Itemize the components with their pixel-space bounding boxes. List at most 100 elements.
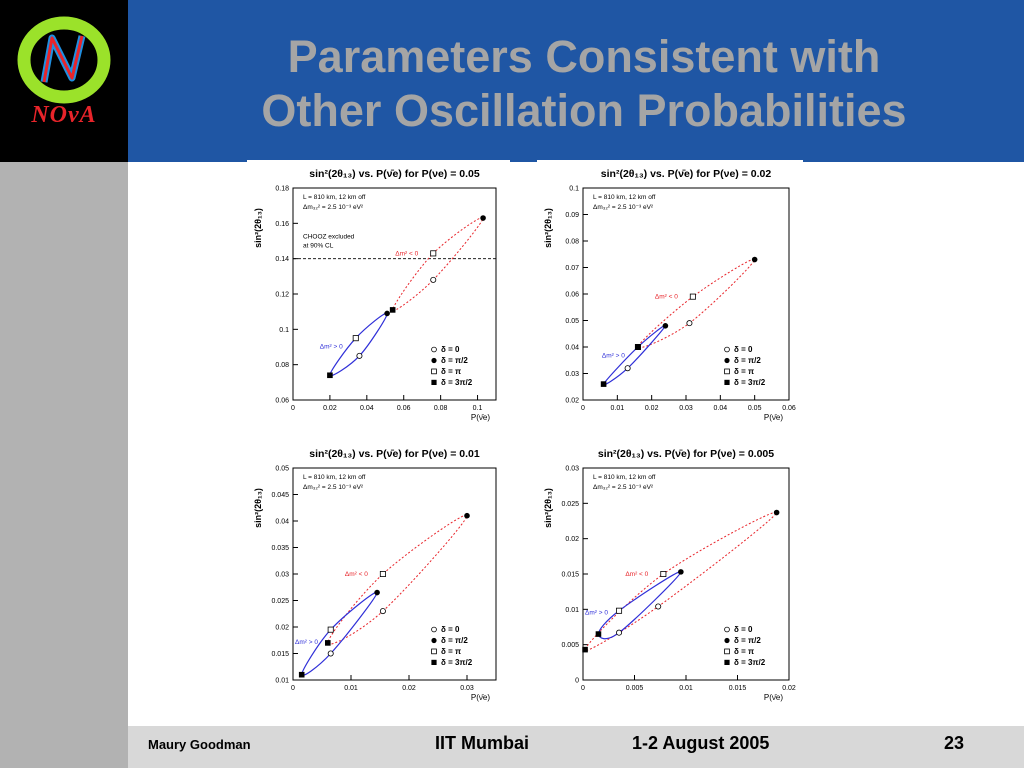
y-tick-label: 0.005 [561, 642, 579, 649]
inverted-hierarchy-label: Δm² < 0 [345, 571, 368, 578]
chart-0.05: sin²(2θ₁₃) vs. P(ν̄e) for P(νe) = 0.050 0… [253, 168, 497, 422]
inverted-point-delta-pi [430, 250, 437, 257]
x-axis-label: P(ν̄e) [764, 413, 783, 422]
inverted-hierarchy-label: Δm² < 0 [395, 250, 418, 257]
info-baseline: L = 810 km, 12 km off [303, 194, 366, 201]
y-axis-label: sin²(2θ₁₃) [543, 208, 553, 248]
inverted-point-delta-3pi-2 [325, 640, 331, 646]
x-tick-label: 0.03 [679, 405, 693, 412]
y-tick-label: 0.09 [565, 212, 579, 219]
y-tick-label: 0.025 [271, 598, 289, 605]
info-baseline: L = 810 km, 12 km off [593, 194, 656, 201]
y-tick-label: 0.015 [271, 651, 289, 658]
y-tick-label: 0.02 [565, 536, 579, 543]
y-axis-label: sin²(2θ₁₃) [253, 208, 263, 248]
info-mass-splitting: Δm₃₂² = 2.5 10⁻³ eV² [593, 484, 654, 491]
x-tick-label: 0.02 [645, 405, 659, 412]
normal-point-delta-pi [352, 335, 359, 342]
y-tick-label: 0.06 [565, 292, 579, 299]
plot-frame [582, 187, 790, 401]
legend-label: δ = π [734, 367, 754, 376]
inverted-point-delta-pi [379, 570, 386, 577]
legend-label: δ = π/2 [734, 356, 761, 365]
inverted-hierarchy-label: Δm² < 0 [625, 571, 648, 578]
normal-point-delta-pi-2 [678, 569, 684, 575]
legend-label: δ = 3π/2 [441, 378, 473, 387]
legend-label: δ = 0 [441, 345, 460, 354]
x-tick-label: 0 [581, 405, 585, 412]
normal-point-delta-pi [616, 607, 623, 614]
legend-label: δ = π/2 [734, 636, 761, 645]
svg-text:NOvA: NOvA [30, 102, 96, 128]
x-tick-label: 0.015 [729, 685, 747, 692]
y-tick-label: 0.04 [565, 345, 579, 352]
normal-point-delta-3pi-2 [595, 631, 602, 637]
normal-hierarchy-label: Δm² > 0 [585, 609, 608, 616]
y-axis-label: sin²(2θ₁₃) [253, 488, 263, 528]
normal-point-delta-pi-2 [662, 323, 669, 329]
y-tick-label: 0.035 [271, 545, 289, 552]
x-tick-label: 0 [291, 405, 295, 412]
inverted-hierarchy-label: Δm² < 0 [655, 294, 678, 301]
y-tick-label: 0.14 [275, 256, 289, 263]
legend-label: δ = 0 [734, 625, 753, 634]
inverted-point-delta-pi [689, 293, 696, 300]
normal-hierarchy-ellipse [597, 571, 682, 640]
left-sidebar [0, 162, 128, 768]
nova-logo: NOvA [0, 0, 128, 162]
inverted-point-delta-pi-2 [480, 215, 486, 221]
nova-logo-icon: NOvA [17, 16, 111, 128]
slide-title-line1: Parameters Consistent with [287, 31, 881, 82]
y-tick-label: 0.08 [565, 239, 579, 246]
legend-marker-delta-0 [724, 626, 730, 633]
legend-marker-delta-pi-2 [431, 637, 437, 644]
inverted-hierarchy-ellipse [637, 258, 756, 349]
chart-0.005: sin²(2θ₁₃) vs. P(ν̄e) for P(νe) = 0.005 0… [543, 448, 796, 702]
normal-point-delta-pi [327, 626, 334, 633]
inverted-point-delta-pi-2 [464, 512, 470, 519]
chart-panel-0.01: sin²(2θ₁₃) vs. P(ν̄e) for P(νe) = 0.01 0 0… [247, 440, 510, 702]
normal-point-delta-pi-2 [384, 310, 390, 317]
x-axis-label: P(ν̄e) [471, 413, 490, 422]
chart-title: sin²(2θ₁₃) vs. P(ν̄e) for P(νe) = 0.05 [309, 168, 480, 180]
y-tick-label: 0.03 [275, 572, 289, 579]
inverted-point-delta-0 [686, 320, 693, 327]
x-tick-label: 0.01 [611, 405, 625, 412]
legend-marker-delta-3pi-2 [431, 659, 437, 665]
footer-venue: IIT Mumbai [435, 733, 529, 753]
legend-marker-delta-pi [724, 648, 730, 655]
chart-panel-0.005: sin²(2θ₁₃) vs. P(ν̄e) for P(νe) = 0.005 0… [537, 440, 803, 702]
normal-point-delta-0 [327, 650, 334, 657]
y-tick-label: 0.06 [275, 398, 289, 405]
legend-marker-delta-pi-2 [724, 357, 730, 364]
normal-hierarchy-label: Δm² > 0 [602, 353, 625, 360]
inverted-hierarchy-ellipse [392, 217, 484, 312]
y-tick-label: 0.045 [271, 492, 289, 499]
x-tick-label: 0.1 [473, 405, 483, 412]
legend-marker-delta-3pi-2 [431, 379, 437, 385]
info-mass-splitting: Δm₃₂² = 2.5 10⁻³ eV² [303, 204, 364, 211]
inverted-point-delta-0 [655, 603, 662, 610]
inverted-hierarchy-ellipse [327, 514, 468, 645]
legend-marker-delta-3pi-2 [724, 659, 730, 665]
y-tick-label: 0.015 [561, 572, 579, 579]
x-tick-label: 0.08 [434, 405, 448, 412]
slide-title-line2: Other Oscillation Probabilities [261, 85, 907, 136]
y-tick-label: 0.025 [561, 501, 579, 508]
legend-label: δ = π/2 [441, 636, 468, 645]
y-tick-label: 0 [575, 678, 579, 685]
x-tick-label: 0 [291, 685, 295, 692]
inverted-point-delta-0 [430, 276, 437, 283]
y-tick-label: 0.01 [565, 607, 579, 614]
x-axis-label: P(ν̄e) [764, 693, 783, 702]
y-tick-label: 0.16 [275, 221, 289, 228]
y-axis-label: sin²(2θ₁₃) [543, 488, 553, 528]
chart-panel-0.05: sin²(2θ₁₃) vs. P(ν̄e) for P(νe) = 0.05 0 0… [247, 160, 510, 422]
chart-title: sin²(2θ₁₃) vs. P(ν̄e) for P(νe) = 0.02 [601, 168, 772, 180]
x-tick-label: 0.02 [323, 405, 337, 412]
x-tick-label: 0.06 [782, 405, 796, 412]
chart-panel-0.02: sin²(2θ₁₃) vs. P(ν̄e) for P(νe) = 0.02 0 0… [537, 160, 803, 422]
x-tick-label: 0.005 [626, 685, 644, 692]
inverted-point-delta-pi-2 [751, 256, 758, 263]
y-tick-label: 0.05 [565, 318, 579, 325]
